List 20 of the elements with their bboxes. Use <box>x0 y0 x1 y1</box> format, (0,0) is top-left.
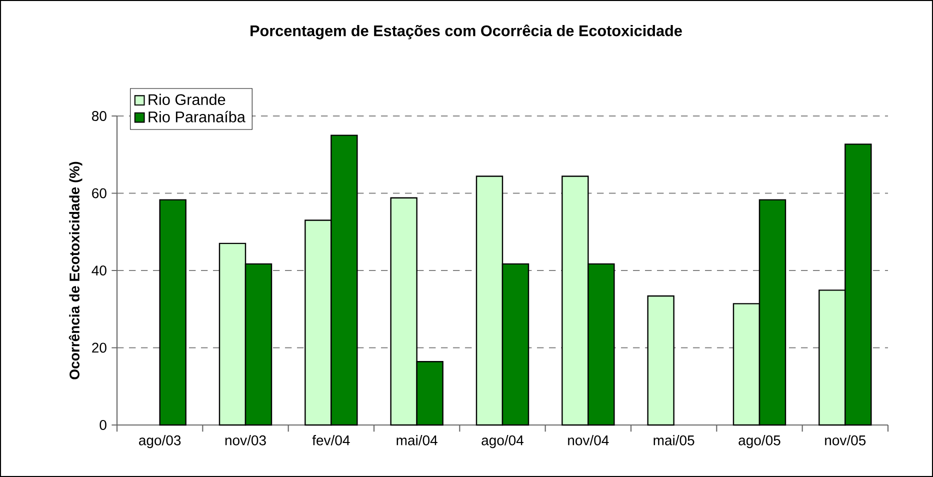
bar <box>647 295 674 426</box>
x-tick-label: nov/03 <box>225 435 266 446</box>
legend-label: Rio Paranaíba <box>148 110 246 122</box>
y-tick-label: 60 <box>92 188 106 198</box>
x-tick-label: nov/05 <box>825 435 866 446</box>
x-tick-label: mai/05 <box>654 435 694 446</box>
y-axis-title: Ocorrência de Ecotoxicidade (%) <box>68 162 82 380</box>
y-tick-label: 40 <box>92 266 106 276</box>
bar <box>159 199 186 426</box>
x-tick-label: ago/03 <box>139 435 181 448</box>
x-tick-label: ago/05 <box>738 435 780 448</box>
y-tick-label: 0 <box>100 420 106 430</box>
y-tick-label: 20 <box>92 342 106 353</box>
y-tick-label: 80 <box>92 111 106 121</box>
legend-label: Rio Grande <box>148 94 226 106</box>
x-tick-label: fev/04 <box>312 435 350 446</box>
x-tick-label: ago/04 <box>482 435 524 448</box>
chart-title: Porcentagem de Estações com Ocorrêcia de Ecotoxicidade <box>250 24 682 40</box>
x-tick-label: nov/04 <box>568 435 609 446</box>
x-tick-label: mai/04 <box>396 435 438 446</box>
